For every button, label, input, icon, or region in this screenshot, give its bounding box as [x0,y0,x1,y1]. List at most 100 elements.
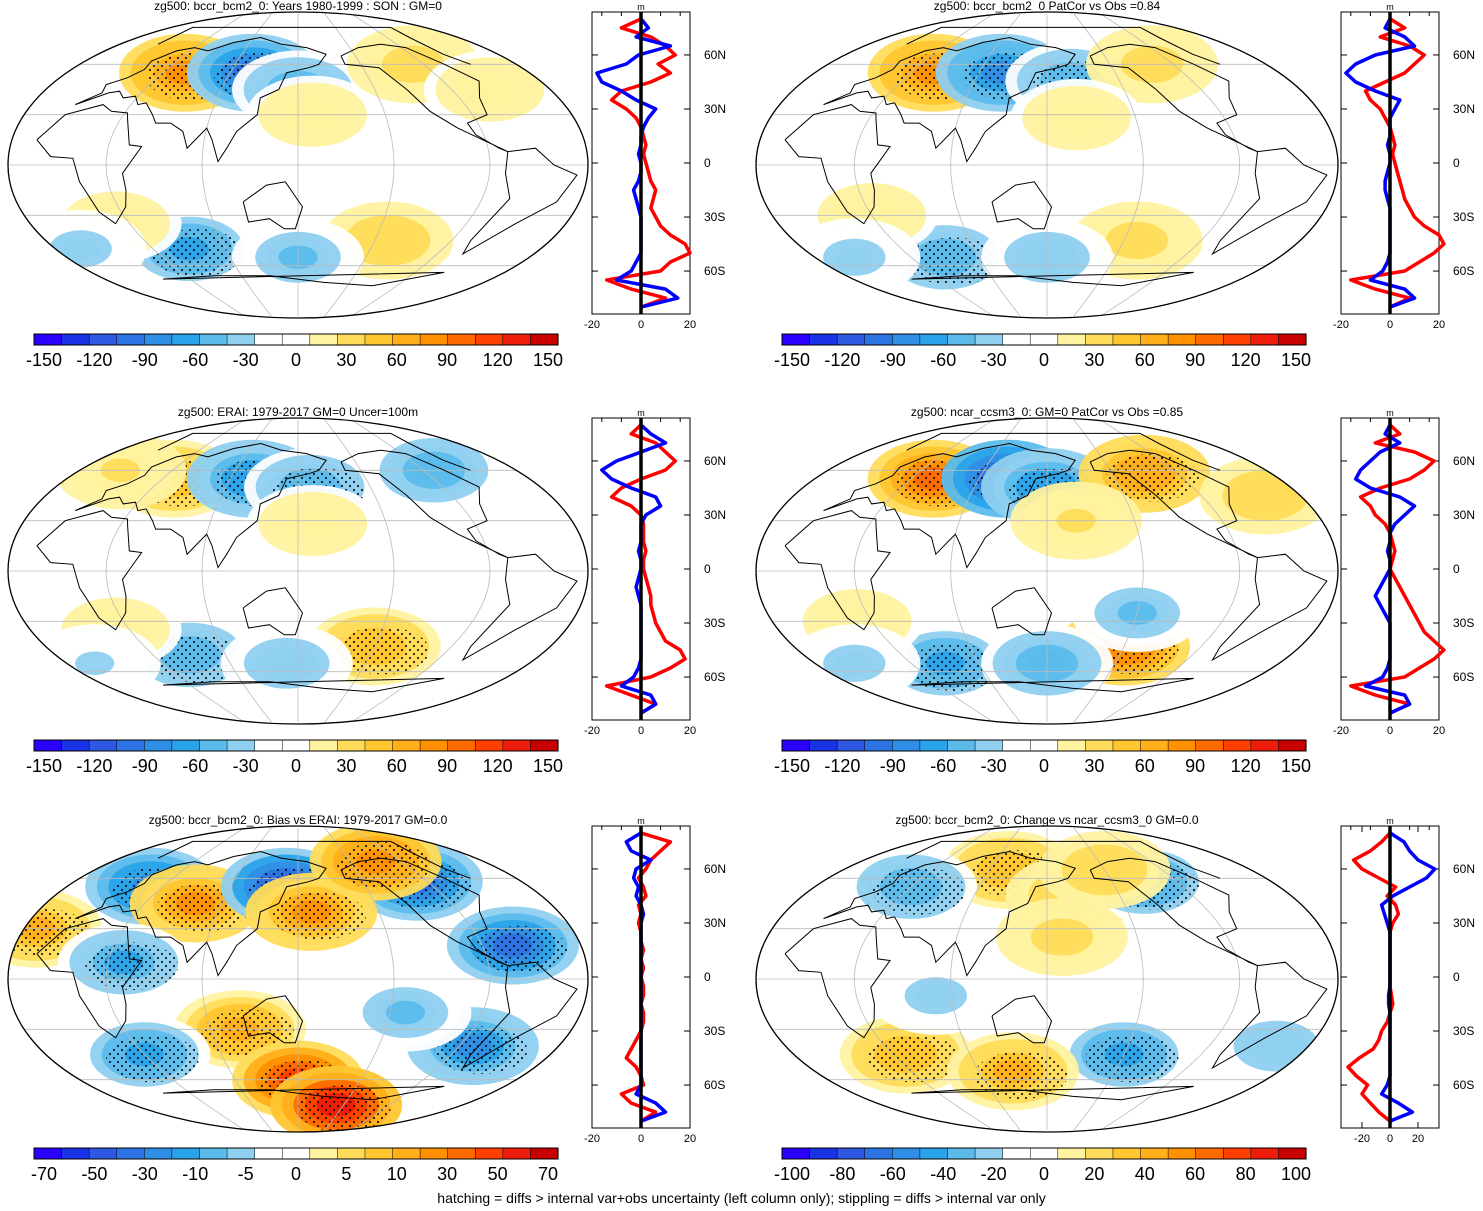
coastline [461,961,578,1070]
colorbar-box [419,739,449,752]
colorbar-frame [33,739,559,752]
colorbar-label: 100 [1281,1164,1311,1184]
longitude-line [1073,827,1144,1131]
stipple-area [297,1085,391,1132]
coastline [461,553,578,662]
map-panel-2: zg500: bccr_bcm2_0 PatCor vs Obs =0.84 -1… [755,0,1475,370]
longitude-line [201,827,272,1131]
colorbar-box [281,1147,311,1160]
coastline [157,840,471,879]
profile-xtick-label: 0 [638,1133,644,1145]
coastline [340,449,509,559]
map-panel-6: zg500: bccr_bcm2_0: Change vs ncar_ccsm3… [755,813,1475,1184]
coastline [823,36,1076,163]
map-field [756,418,1338,724]
colorbar-box [1167,739,1197,752]
colorbar-box [1057,1147,1086,1160]
profile-ytick-label: 0 [704,156,711,170]
footer-note: hatching = diffs > internal var+obs unce… [437,1190,1046,1206]
anomaly-blob [309,826,442,901]
stipple-area [867,1034,961,1083]
coastline [911,677,1194,693]
coastlines [784,26,1328,287]
colorbar: -70 -50 -30 -10 -5 0 5 10 30 50 70 [31,1147,559,1184]
blob-layer [1256,1034,1297,1058]
colorbar-label: -70 [31,1164,57,1184]
coastline [36,104,143,225]
profile-ytick-label: 60N [1453,862,1475,876]
colorbar-label: 40 [1135,1164,1155,1184]
anomaly-blob [1210,1007,1338,1086]
coastline [906,432,1221,471]
zonal-profile: 60N 30N 0 30S 60S -20 0 20 m [1340,816,1475,1145]
colorbar-label: -30 [981,350,1007,370]
colorbar-label: 60 [1185,1164,1205,1184]
colorbar-label: 90 [1185,350,1205,370]
colorbar-label: 5 [341,1164,351,1184]
colorbar-box [1029,333,1059,346]
profile-xtick-label: 0 [638,725,644,737]
colorbar-label: 30 [437,1164,457,1184]
blob-layer [1245,483,1285,508]
colorbar-box [337,739,366,752]
blob-layer [367,228,408,253]
longitude-line [853,827,994,1131]
colorbar-label: -30 [233,756,259,776]
colorbar-box [1112,333,1142,346]
graticule [8,13,588,317]
map-field [8,418,588,724]
coastline [157,432,471,471]
coastline [1211,961,1328,1070]
graticule [756,13,1338,317]
colorbar-box [919,1147,949,1160]
profile-ytick-label: 0 [704,970,711,984]
colorbar-box [1140,739,1169,752]
colorbar-box [502,739,531,752]
colorbar-box [1085,1147,1114,1160]
colorbar: -150 -120 -90 -60 -30 0 30 60 90 120 150 [774,333,1311,370]
colorbar-label: 60 [1135,756,1155,776]
colorbar-box [947,333,976,346]
coastline [911,271,1194,287]
colorbar-box [974,739,1004,752]
colorbar-box [836,1147,866,1160]
coastline [74,442,327,569]
colorbar-label: 30 [336,756,356,776]
colorbar-label: 120 [483,756,513,776]
map-field [756,826,1338,1132]
colorbar-box [530,333,559,346]
profile-units: m [1386,816,1394,826]
profile-units: m [637,2,645,12]
colorbar-box [1167,333,1197,346]
coastline [74,850,327,977]
colorbar-label: -80 [829,1164,855,1184]
colorbar-box [1223,739,1252,752]
colorbar-box [919,333,949,346]
colorbar-label: -60 [182,350,208,370]
profile-xtick-label: 20 [684,725,696,737]
colorbar-frame [33,1147,559,1160]
colorbar-box [337,333,366,346]
graticule [8,827,588,1131]
map-border [755,825,1339,1133]
colorbar: -150 -120 -90 -60 -30 0 30 60 90 120 150 [774,739,1311,776]
colorbar-box [144,1147,173,1160]
colorbar-box [61,333,90,346]
zonal-profile: 60N 30N 0 30S 60S -20 0 20 m [584,2,726,331]
profile-ytick-label: 30N [704,916,726,930]
colorbar-box [392,1147,421,1160]
colorbar-label: -150 [26,756,62,776]
zonal-profile: 60N 30N 0 30S 60S -20 0 20 m [584,816,726,1145]
colorbar-box [864,739,893,752]
profile-xtick-label: 20 [684,1133,696,1145]
zonal-profile: 60N 30N 0 30S 60S -20 0 20 m [1333,408,1475,737]
colorbar-box [1167,1147,1197,1160]
colorbar-box [1002,1147,1031,1160]
map-title: zg500: ncar_ccsm3_0: GM=0 PatCor vs Obs … [911,405,1183,419]
colorbar-label: -30 [981,756,1007,776]
coastline [242,995,304,1044]
profile-ytick-label: 0 [704,562,711,576]
colorbar-label: -60 [930,756,956,776]
anomaly-blob [839,1015,972,1094]
profile-xtick-label: -20 [1333,725,1349,737]
